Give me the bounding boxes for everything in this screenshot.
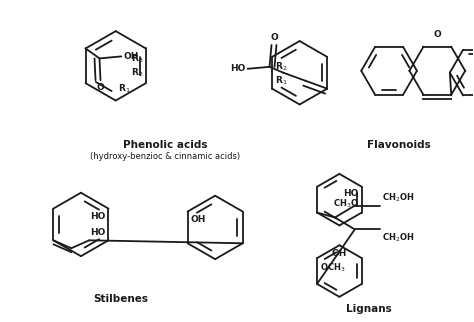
Text: Flavonoids: Flavonoids — [367, 140, 431, 150]
Text: O: O — [97, 83, 104, 92]
Text: (hydroxy-benzioc & cinnamic acids): (hydroxy-benzioc & cinnamic acids) — [91, 152, 240, 161]
Text: CH$_2$OH: CH$_2$OH — [382, 232, 414, 244]
Text: OH: OH — [191, 214, 206, 223]
Text: CH$_3$O: CH$_3$O — [333, 197, 359, 210]
Text: HO: HO — [344, 189, 359, 198]
Text: O: O — [271, 33, 278, 42]
Text: OH: OH — [123, 52, 139, 61]
Text: CH$_2$OH: CH$_2$OH — [382, 191, 414, 204]
Text: HO: HO — [90, 212, 106, 221]
Text: R$_2$: R$_2$ — [275, 61, 288, 73]
Text: HO: HO — [230, 64, 246, 73]
Text: OCH$_3$: OCH$_3$ — [320, 261, 346, 274]
Text: O: O — [433, 30, 441, 39]
Text: R$_2$: R$_2$ — [131, 67, 144, 79]
Text: R$_1$: R$_1$ — [275, 74, 288, 87]
Text: Phenolic acids: Phenolic acids — [123, 140, 208, 150]
Text: HO: HO — [90, 228, 106, 237]
Text: R$_3$: R$_3$ — [131, 52, 144, 65]
Text: Lignans: Lignans — [346, 304, 392, 314]
Text: OH: OH — [332, 249, 347, 258]
Text: Stilbenes: Stilbenes — [93, 294, 148, 304]
Text: R$_1$: R$_1$ — [118, 82, 130, 95]
